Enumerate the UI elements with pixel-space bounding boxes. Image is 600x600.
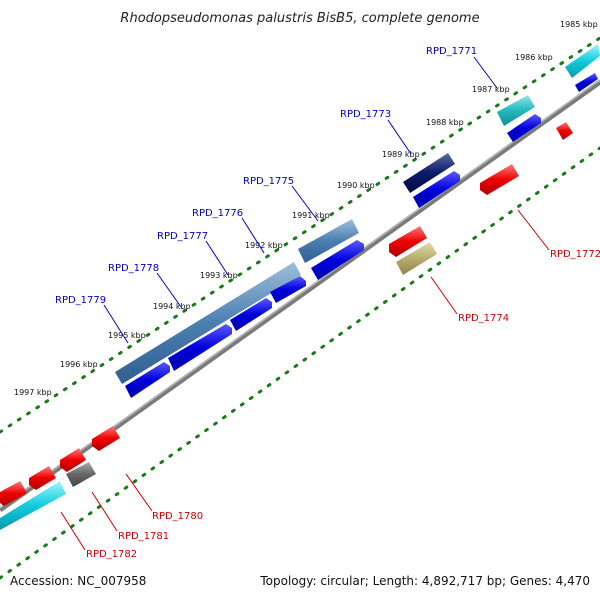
kbp-label: 1986 kbp: [515, 53, 553, 62]
outer-tick-track: [0, 36, 600, 434]
gene-label-rpd1780[interactable]: RPD_1780: [152, 511, 203, 522]
kbp-label: 1989 kbp: [382, 150, 420, 159]
kbp-label: 1987 kbp: [472, 85, 510, 94]
cds-arrow-reverse[interactable]: [480, 164, 519, 195]
gene-feature-cyan-left[interactable]: [0, 481, 66, 530]
gene-label-rpd1778[interactable]: RPD_1778: [108, 263, 159, 274]
gene-feature-gray-1781[interactable]: [66, 462, 96, 487]
cds-arrow-reverse[interactable]: [92, 426, 120, 451]
kbp-label: 1995 kbp: [108, 331, 146, 340]
kbp-label: 1992 kbp: [245, 241, 283, 250]
kbp-label: 1993 kbp: [200, 271, 238, 280]
cds-arrow-forward[interactable]: [311, 240, 364, 280]
kbp-label: 1997 kbp: [14, 388, 52, 397]
gene-feature-steel-1775[interactable]: [298, 219, 359, 263]
cds-arrow-forward[interactable]: [168, 324, 232, 371]
cds-arrow-forward[interactable]: [270, 276, 306, 303]
kbp-label: 1991 kbp: [292, 211, 330, 220]
gene-label-rpd1779[interactable]: RPD_1779: [55, 295, 106, 306]
gene-label-rpd1771[interactable]: RPD_1771: [426, 46, 477, 57]
genome-summary-text: Topology: circular; Length: 4,892,717 bp…: [259, 574, 590, 588]
gene-feature-olive-1774[interactable]: [396, 242, 437, 275]
gene-feature-cyan-1985[interactable]: [565, 44, 600, 78]
gene-label-rpd1781[interactable]: RPD_1781: [118, 531, 169, 542]
cds-arrow-reverse[interactable]: [0, 481, 27, 506]
cds-arrow-forward[interactable]: [507, 114, 541, 142]
gene-label-rpd1775[interactable]: RPD_1775: [243, 176, 294, 187]
kbp-label: 1988 kbp: [426, 118, 464, 127]
map-title: Rhodopseudomonas palustris BisB5, comple…: [120, 11, 479, 26]
label-leaders: [60, 56, 550, 551]
gene-feature-teal-1771[interactable]: [497, 95, 535, 126]
cds-arrow-forward[interactable]: [413, 171, 460, 208]
cds-arrow-forward[interactable]: [230, 298, 272, 331]
inner-tick-track: [0, 146, 600, 580]
feature-track-outer: [0, 44, 600, 530]
genome-backbone-highlight: [0, 79, 600, 509]
gene-label-rpd1772[interactable]: RPD_1772: [550, 249, 600, 260]
kbp-label: 1996 kbp: [60, 360, 98, 369]
gene-label-rpd1774[interactable]: RPD_1774: [458, 313, 509, 324]
cds-arrow-reverse[interactable]: [556, 122, 573, 140]
kbp-label: 1985 kbp: [560, 20, 598, 29]
cds-arrow-forward[interactable]: [125, 362, 170, 398]
cds-arrow-reverse[interactable]: [29, 466, 56, 490]
forward-cds-track: [125, 73, 598, 398]
gene-label-rpd1773[interactable]: RPD_1773: [340, 109, 391, 120]
gene-feature-navy-1773[interactable]: [403, 153, 455, 193]
kbp-label: 1990 kbp: [337, 181, 375, 190]
cds-arrow-reverse[interactable]: [60, 448, 86, 472]
gene-label-rpd1782[interactable]: RPD_1782: [86, 549, 137, 560]
gene-label-rpd1777[interactable]: RPD_1777: [157, 231, 208, 242]
gene-feature-steel-long[interactable]: [115, 262, 301, 384]
cds-arrow-reverse[interactable]: [389, 226, 427, 257]
reverse-cds-track: [0, 122, 573, 506]
accession-text: Accession: NC_007958: [10, 574, 146, 588]
kbp-label: 1994 kbp: [153, 302, 191, 311]
gene-label-rpd1776[interactable]: RPD_1776: [192, 208, 243, 219]
cds-arrow-forward[interactable]: [575, 73, 598, 92]
